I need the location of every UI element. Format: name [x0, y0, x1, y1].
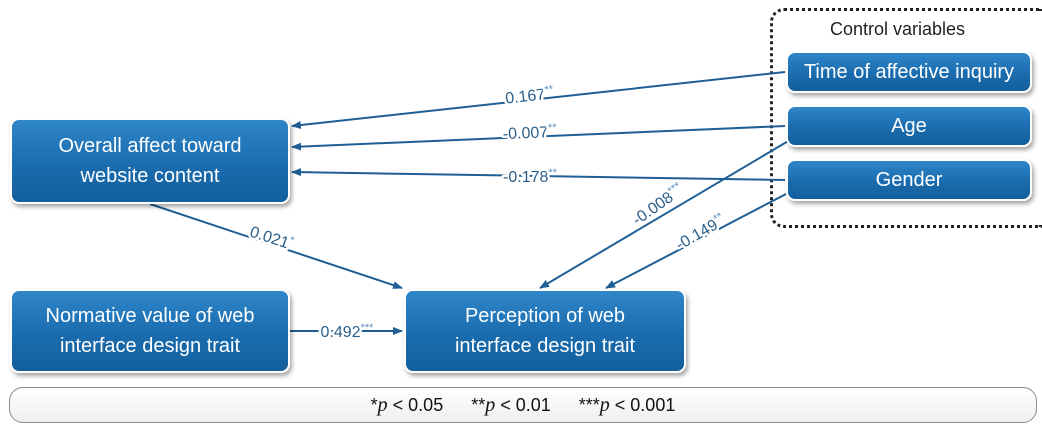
edge-normative-to-perception-significance-stars: ***	[361, 322, 375, 334]
edge-affect-to-perception-coefficient: 0.021	[248, 224, 291, 253]
edge-gender-to-affect-significance-stars: **	[548, 167, 557, 179]
edge-time-to-affect-arrow	[291, 71, 786, 129]
edge-age-to-affect-label: -0.007**	[502, 122, 557, 143]
edge-gender-to-affect-label: -0.178**	[503, 167, 558, 186]
significance-legend: *p < 0.05 **p < 0.01 ***p < 0.001	[9, 387, 1037, 423]
edge-age-to-affect-significance-stars: **	[548, 122, 558, 134]
edge-gender-to-affect-coefficient: -0.178	[503, 169, 548, 186]
edge-time-to-affect-label: 0.167**	[504, 83, 555, 107]
node-perception[interactable]: Perception of web interface design trait	[404, 289, 686, 373]
edge-gender-to-perception-arrow	[605, 193, 787, 289]
edge-time-to-affect-coefficient: 0.167	[504, 86, 546, 107]
node-normative-value[interactable]: Normative value of web interface design …	[10, 289, 290, 373]
edge-time-to-affect-significance-stars: **	[544, 83, 555, 96]
edge-age-to-affect-coefficient: -0.007	[503, 124, 549, 143]
edge-gender-to-perception-coefficient: -0.149	[673, 216, 721, 253]
edge-normative-to-perception-coefficient: 0.492	[321, 324, 361, 341]
node-age[interactable]: Age	[786, 105, 1032, 147]
control-variables-title: Control variables	[830, 19, 966, 39]
control-variables-group	[770, 8, 1042, 228]
edge-normative-to-perception-label: 0.492***	[321, 322, 375, 341]
edge-age-to-perception-coefficient: -0.008	[630, 189, 677, 229]
node-overall-affect[interactable]: Overall affect toward website content	[10, 118, 290, 204]
edge-gender-to-affect-arrow	[291, 168, 786, 181]
edge-affect-to-perception-arrow	[149, 203, 403, 289]
edge-age-to-perception-label: -0.008***	[629, 180, 688, 229]
edge-age-to-perception-arrow	[539, 139, 791, 289]
legend-item-p01: **p < 0.01	[471, 393, 551, 416]
edge-gender-to-perception-label: -0.149**	[672, 210, 729, 254]
node-time-affective-inquiry[interactable]: Time of affective inquiry	[786, 51, 1032, 93]
node-gender[interactable]: Gender	[786, 159, 1032, 201]
legend-item-p001: ***p < 0.001	[578, 393, 676, 416]
edge-age-to-affect-arrow	[291, 125, 786, 151]
legend-item-p05: *p < 0.05	[370, 393, 444, 416]
edge-affect-to-perception-label: 0.021*	[248, 222, 297, 254]
